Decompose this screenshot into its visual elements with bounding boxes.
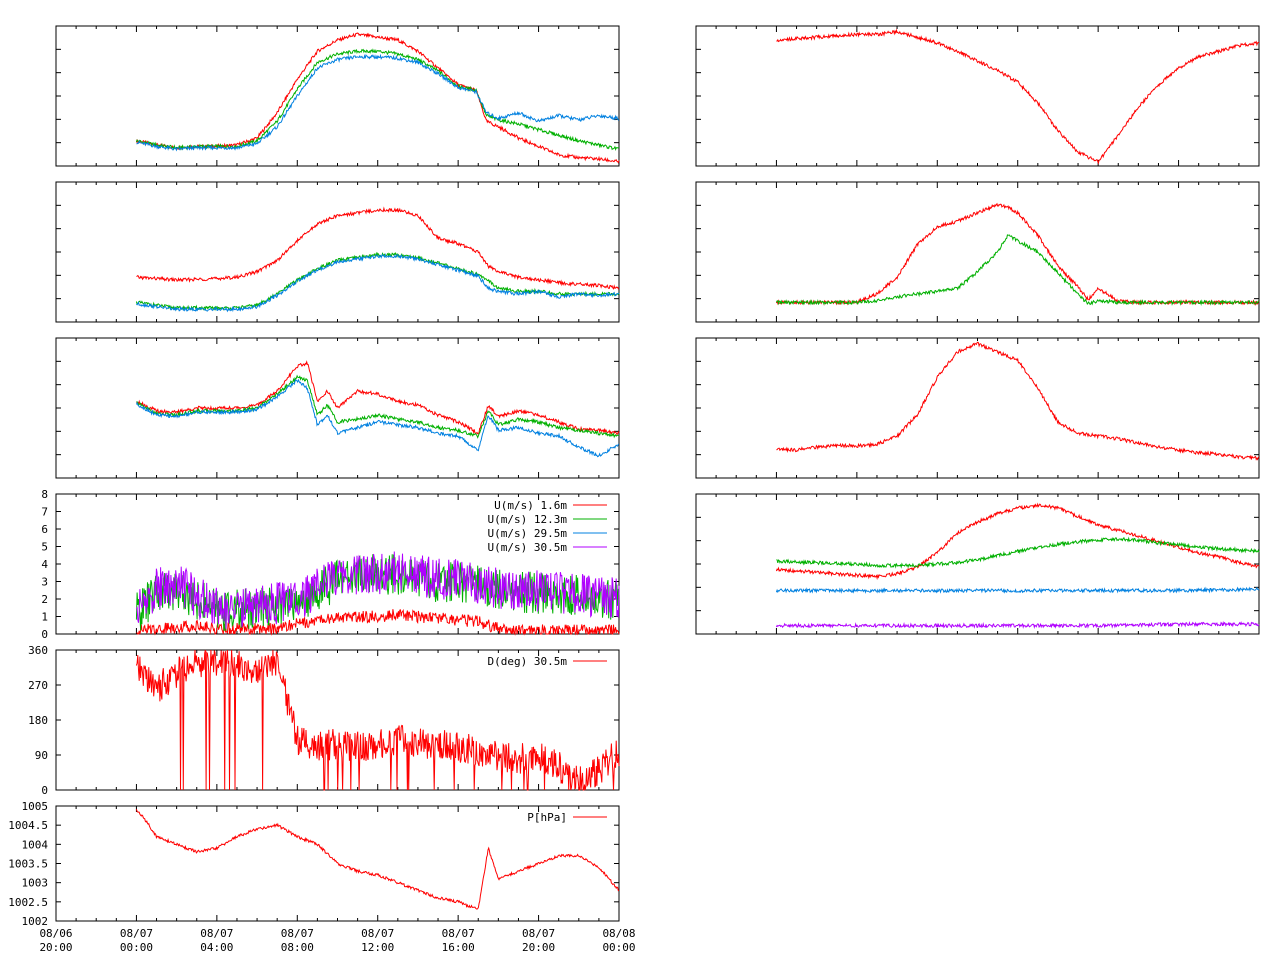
series-line: [775, 620, 1260, 630]
legend-label: U(m/s) 30.5m: [488, 541, 568, 554]
y-tick-label: 90: [35, 749, 48, 762]
series-line: [135, 48, 620, 152]
plot-frame: [695, 337, 1260, 479]
panel-l1: [55, 25, 620, 167]
y-tick-label: 1004: [22, 838, 49, 851]
series-line: [136, 608, 620, 636]
panel-l2: [55, 181, 620, 323]
x-tick-label-time: 16:00: [442, 941, 475, 954]
x-tick-label-date: 08/07: [120, 927, 153, 940]
x-tick-label-date: 08/07: [361, 927, 394, 940]
panel-r3: [695, 337, 1260, 479]
x-tick-label-date: 08/07: [522, 927, 555, 940]
series-line: [776, 341, 1260, 461]
y-tick-label: 0: [41, 628, 48, 641]
x-tick-label-date: 08/07: [200, 927, 233, 940]
y-tick-label: 7: [41, 506, 48, 519]
x-tick-label-date: 08/06: [39, 927, 72, 940]
series-line: [135, 378, 620, 458]
legend-label: P[hPa]: [527, 811, 567, 824]
x-tick-label-time: 12:00: [361, 941, 394, 954]
series-line: [136, 53, 620, 152]
y-tick-label: 1: [41, 611, 48, 624]
y-tick-label: 1003: [22, 877, 49, 890]
y-tick-label: 360: [28, 644, 48, 657]
y-tick-label: 180: [28, 714, 48, 727]
series-line: [775, 586, 1260, 594]
y-tick-label: 2: [41, 593, 48, 606]
x-tick-label-time: 00:00: [120, 941, 153, 954]
panel-r1: [695, 25, 1260, 167]
panel-r2: [695, 181, 1260, 323]
series-line: [776, 536, 1260, 569]
x-tick-label-time: 04:00: [200, 941, 233, 954]
y-tick-label: 1003.5: [8, 858, 48, 871]
panel-r4: [695, 493, 1260, 635]
y-tick-label: 5: [41, 541, 48, 554]
y-tick-label: 270: [28, 679, 48, 692]
series-line: [135, 649, 620, 791]
y-tick-label: 1004.5: [8, 819, 48, 832]
plot-frame: [695, 25, 1260, 167]
y-tick-label: 8: [41, 488, 48, 501]
series-line: [775, 502, 1260, 581]
series-line: [136, 206, 620, 290]
plot-frame: [695, 493, 1260, 635]
y-tick-label: 1002: [22, 915, 49, 928]
y-tick-label: 0: [41, 784, 48, 797]
legend-label: U(m/s) 29.5m: [488, 527, 568, 540]
x-tick-label-date: 08/08: [602, 927, 635, 940]
series-line: [135, 551, 620, 629]
plot-frame: [695, 181, 1260, 323]
x-tick-label-time: 20:00: [522, 941, 555, 954]
x-tick-label-date: 08/07: [281, 927, 314, 940]
x-tick-label-time: 08:00: [281, 941, 314, 954]
series-line: [775, 234, 1260, 306]
x-tick-label-date: 08/07: [442, 927, 475, 940]
y-tick-label: 6: [41, 523, 48, 536]
y-tick-label: 3: [41, 576, 48, 589]
legend-label: U(m/s) 1.6m: [494, 499, 567, 512]
plot-frame: [55, 181, 620, 323]
series-line: [135, 809, 620, 910]
panel-l4: 0 1 2 3 4 5 6 7 8 U(m/s) 1.6mU(m/s) 12.3mU(m/s) 2…: [41, 488, 620, 641]
y-tick-label: 4: [41, 558, 48, 571]
series-line: [136, 253, 620, 313]
panel-l6: 10021002.510031003.510041004.5100508/062…: [8, 800, 635, 954]
x-tick-label-time: 00:00: [602, 941, 635, 954]
series-line: [136, 360, 620, 436]
panel-l5: 0 90 180 270 360 D(deg) 30.5m: [28, 644, 620, 797]
y-tick-label: 1002.5: [8, 896, 48, 909]
panel-l3: [55, 337, 620, 479]
series-line: [776, 28, 1260, 165]
y-tick-label: 1005: [22, 800, 49, 813]
plot-frame: [55, 337, 620, 479]
legend-label: U(m/s) 12.3m: [488, 513, 568, 526]
x-tick-label-time: 20:00: [39, 941, 72, 954]
legend-label: D(deg) 30.5m: [488, 655, 568, 668]
